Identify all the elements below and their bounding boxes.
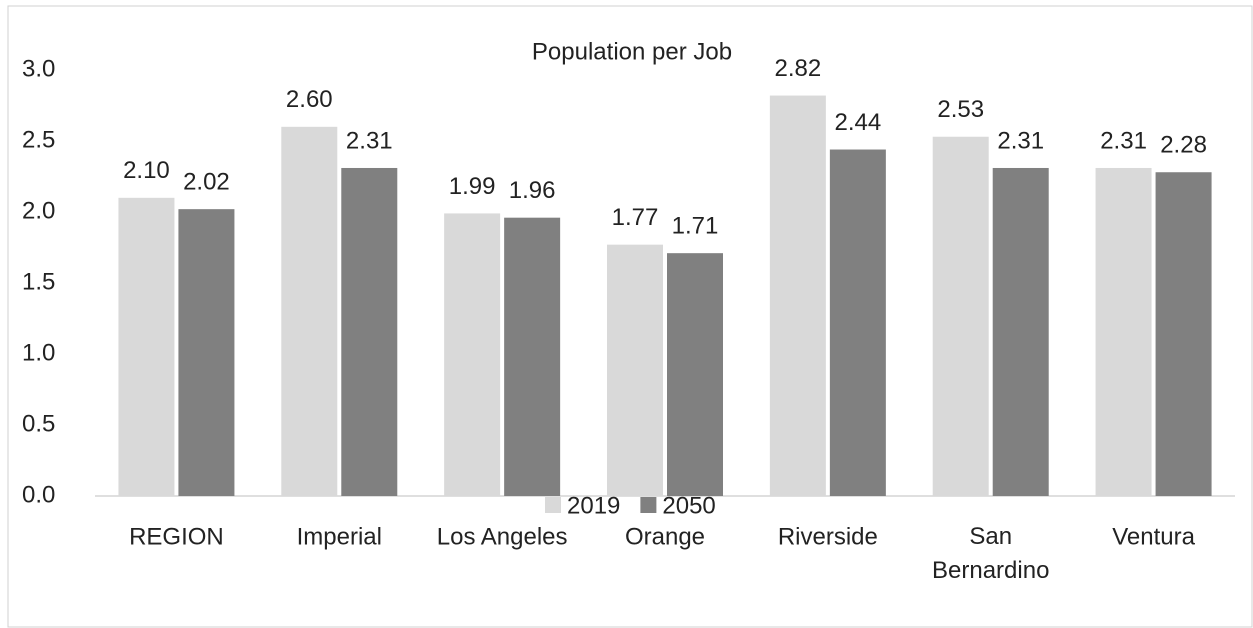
value-label: 2.60: [286, 86, 333, 113]
bar: [1095, 167, 1152, 497]
bar: [769, 95, 826, 496]
bar: [281, 126, 338, 497]
bar: [444, 213, 501, 497]
x-tick-label: REGION: [129, 523, 224, 550]
bar: [992, 167, 1049, 497]
value-label: 1.96: [509, 177, 556, 204]
bar: [607, 244, 663, 496]
x-tick-label: Los Angeles: [437, 523, 568, 550]
y-tick-label: 3.0: [22, 55, 55, 82]
y-tick-label: 1.5: [22, 268, 55, 295]
value-label: 1.99: [449, 173, 496, 200]
legend-label: 2019: [567, 492, 620, 519]
x-tick-label: Ventura: [1112, 523, 1195, 550]
legend-swatch: [545, 497, 561, 513]
bar: [341, 167, 398, 497]
chart-frame: [7, 5, 1253, 628]
value-label: 2.28: [1160, 132, 1207, 159]
bar: [504, 217, 561, 496]
value-label: 2.31: [1100, 127, 1147, 154]
x-tick-label: Orange: [625, 523, 705, 550]
bar: [932, 136, 989, 497]
x-tick-label: Imperial: [297, 523, 382, 550]
bar: [1155, 172, 1212, 497]
y-tick-label: 2.5: [22, 126, 55, 153]
value-label: 2.31: [997, 127, 1044, 154]
bar: [829, 149, 886, 496]
value-label: 2.02: [183, 169, 230, 196]
x-tick-label: Riverside: [778, 523, 878, 550]
y-tick-label: 0.5: [22, 410, 55, 437]
legend-label: 2050: [662, 492, 715, 519]
y-tick-label: 1.0: [22, 339, 55, 366]
value-label: 2.31: [346, 127, 393, 154]
bar: [178, 209, 235, 496]
legend-swatch: [640, 497, 657, 513]
bar: [118, 197, 175, 497]
value-label: 2.53: [937, 96, 984, 123]
value-label: 2.44: [834, 109, 881, 136]
value-label: 2.82: [774, 55, 821, 82]
bar: [667, 253, 723, 496]
y-tick-label: 0.0: [22, 481, 55, 508]
y-tick-label: 2.0: [22, 197, 55, 224]
chart-title: Population per Job: [532, 38, 732, 65]
x-tick-label: San Bernardino: [932, 523, 1049, 584]
value-label: 1.77: [612, 204, 659, 231]
value-label: 1.71: [672, 213, 719, 240]
value-label: 2.10: [123, 157, 170, 184]
